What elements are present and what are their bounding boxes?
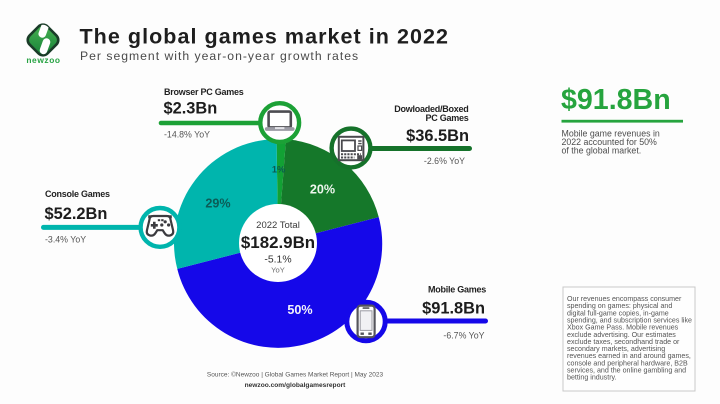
svg-text:Our revenues encompass consume: Our revenues encompass consumer bbox=[567, 295, 682, 303]
svg-text:newzoo.com/globalgamesreport: newzoo.com/globalgamesreport bbox=[245, 382, 347, 389]
svg-text:Dowloaded/Boxed: Dowloaded/Boxed bbox=[394, 104, 468, 114]
svg-text:$52.2Bn: $52.2Bn bbox=[45, 205, 108, 223]
svg-text:-2.6% YoY: -2.6% YoY bbox=[424, 156, 465, 166]
svg-text:2022 Total: 2022 Total bbox=[256, 220, 300, 231]
svg-text:2022 accounted for 50%: 2022 accounted for 50% bbox=[562, 137, 658, 147]
svg-text:digital full-game copies, in-g: digital full-game copies, in-game bbox=[567, 309, 669, 317]
svg-text:revenues earned in and around: revenues earned in and around games, bbox=[567, 352, 691, 360]
svg-text:Console Games: Console Games bbox=[45, 189, 110, 199]
svg-text:$91.8Bn: $91.8Bn bbox=[561, 84, 671, 116]
svg-text:50%: 50% bbox=[287, 303, 312, 317]
svg-text:YoY: YoY bbox=[271, 266, 285, 275]
svg-text:$182.9Bn: $182.9Bn bbox=[241, 233, 315, 252]
svg-text:betting industry.: betting industry. bbox=[567, 374, 617, 382]
svg-text:Browser PC Games: Browser PC Games bbox=[164, 87, 244, 97]
svg-text:Xbox Game Pass. Mobile revenue: Xbox Game Pass. Mobile revenues bbox=[567, 324, 679, 332]
svg-text:Per segment with year-on-year: Per segment with year-on-year growth rat… bbox=[80, 49, 359, 63]
svg-text:$36.5Bn: $36.5Bn bbox=[406, 127, 469, 145]
svg-text:secondary markets, advertising: secondary markets, advertising bbox=[567, 345, 665, 353]
svg-text:The global games market in 202: The global games market in 2022 bbox=[80, 25, 450, 49]
svg-text:Mobile game revenues in: Mobile game revenues in bbox=[562, 128, 660, 138]
svg-text:exclude taxes, secondhand trad: exclude taxes, secondhand trade or bbox=[567, 338, 680, 346]
svg-text:PC Games: PC Games bbox=[425, 113, 468, 123]
svg-text:newzoo: newzoo bbox=[26, 55, 60, 65]
svg-text:20%: 20% bbox=[310, 183, 335, 197]
svg-text:spending, and subscription ser: spending, and subscription services like bbox=[567, 316, 692, 324]
svg-text:Source: ©Newzoo | Global Games: Source: ©Newzoo | Global Games Market Re… bbox=[207, 371, 384, 379]
svg-text:-3.4% YoY: -3.4% YoY bbox=[45, 234, 86, 244]
svg-text:$91.8Bn: $91.8Bn bbox=[422, 300, 485, 318]
svg-text:$2.3Bn: $2.3Bn bbox=[164, 100, 218, 118]
svg-text:spending on games: physical an: spending on games: physical and bbox=[567, 302, 672, 310]
svg-text:of the global market.: of the global market. bbox=[562, 145, 642, 155]
svg-text:-5.1%: -5.1% bbox=[264, 255, 291, 266]
svg-text:exclude advertising. Our estim: exclude advertising. Our estimates bbox=[567, 331, 676, 339]
svg-text:1%: 1% bbox=[272, 165, 285, 175]
svg-text:-6.7% YoY: -6.7% YoY bbox=[443, 330, 484, 340]
svg-text:-14.8% YoY: -14.8% YoY bbox=[164, 130, 210, 140]
svg-text:29%: 29% bbox=[205, 197, 230, 211]
svg-text:Mobile Games: Mobile Games bbox=[428, 285, 486, 295]
svg-text:services, and the online gambl: services, and the online gambling and bbox=[567, 367, 686, 375]
svg-text:console and peripheral hardwar: console and peripheral hardware, B2B bbox=[567, 359, 688, 367]
